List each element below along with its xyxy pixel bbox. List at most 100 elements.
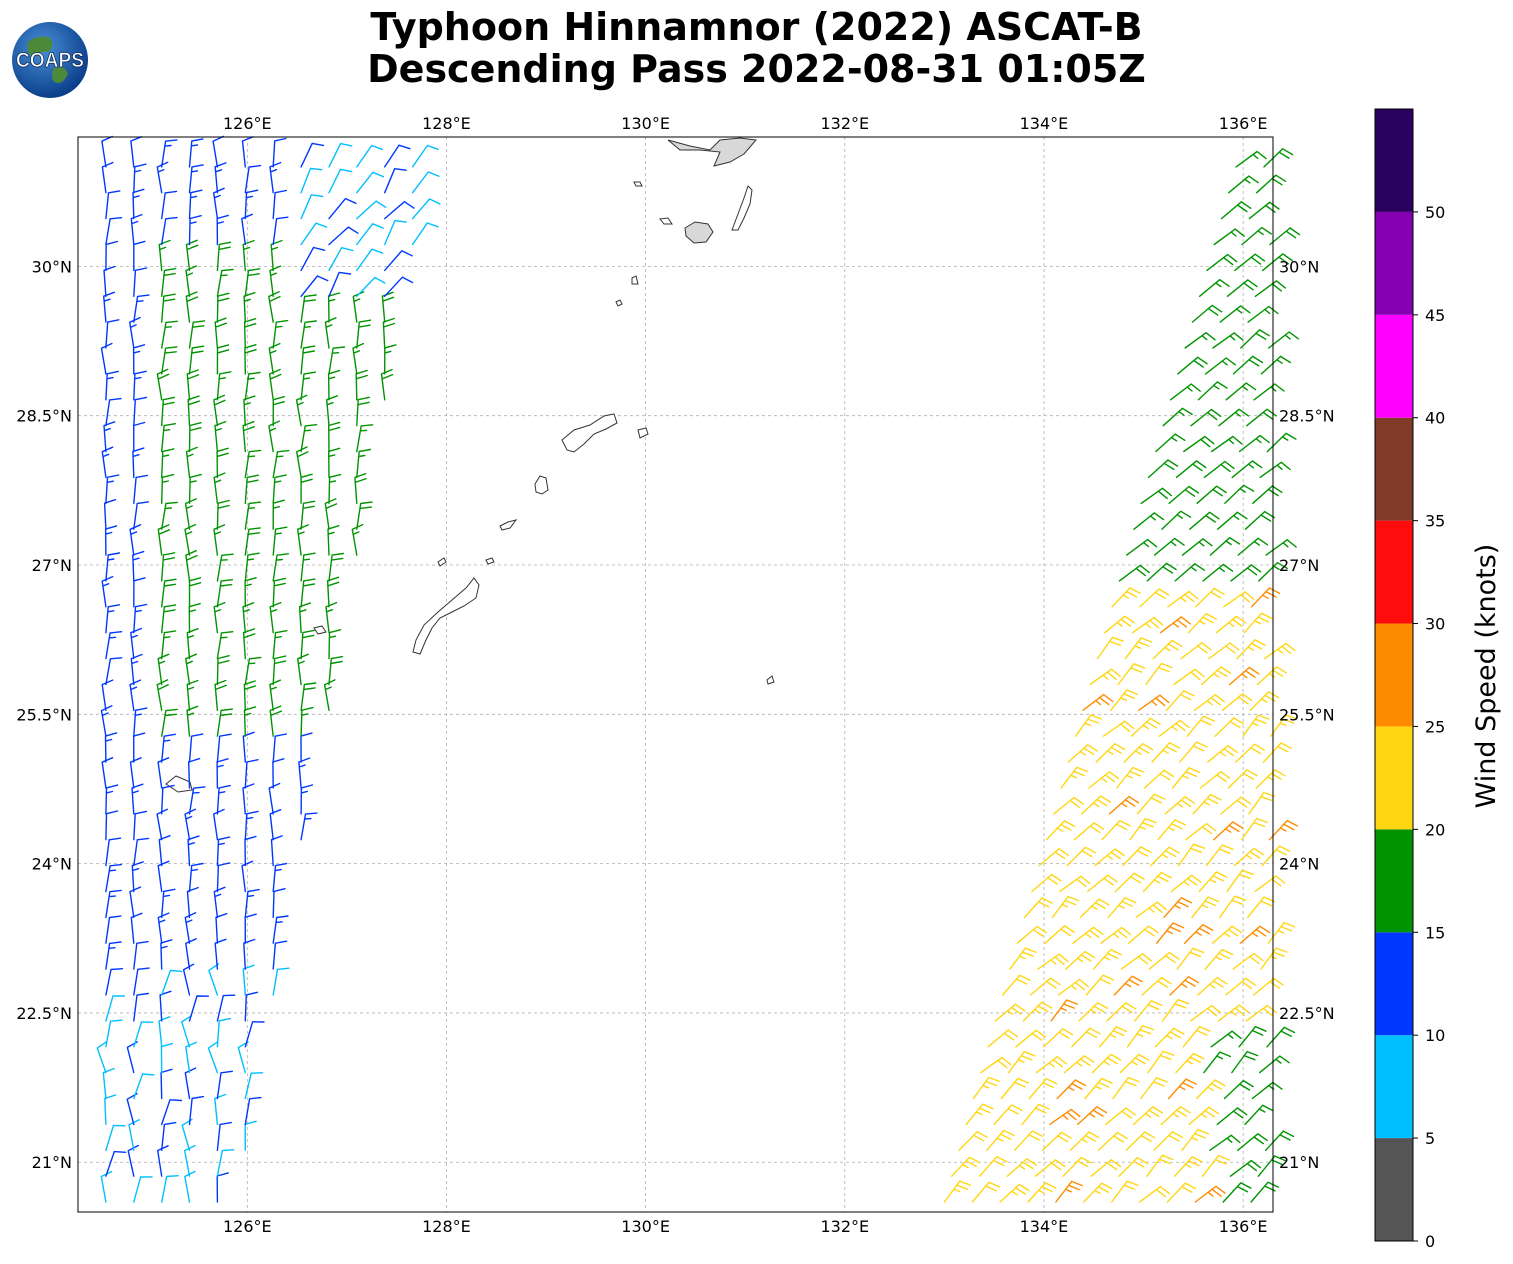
small-island-1 [659,217,673,225]
wind-barb [244,577,257,608]
wind-barb [1146,562,1177,582]
wind-barb [184,1067,197,1100]
wind-barb [214,420,227,453]
wind-barb [132,344,146,375]
wind-barb [1138,694,1170,711]
y-tick-label-right: 28.5°N [1279,407,1335,426]
small-island-9 [615,299,623,307]
wind-barb [1147,1050,1175,1074]
colorbar-bin [1375,726,1413,830]
wind-barb [244,527,261,556]
map-frame [77,136,1274,1213]
wind-barb [1049,1108,1081,1126]
wind-barb [156,368,170,401]
wind-barb [1259,1055,1290,1074]
wind-barb [157,524,171,556]
wind-barb [242,421,255,453]
wind-barb [1254,875,1286,893]
wind-barb [1235,150,1267,168]
wind-barb [156,161,169,194]
colorbar-bin [1375,623,1413,727]
wind-barb [328,247,354,272]
wind-barb [1231,460,1263,479]
wind-barb [1181,1128,1210,1151]
wind-barb [1194,1185,1226,1203]
wind-barb [300,473,313,504]
wind-barb [214,317,227,349]
wind-barb [1219,305,1251,323]
wind-barb [133,163,147,194]
wind-barb [105,889,122,919]
wind-barb [100,342,113,375]
wind-barb [133,1073,155,1100]
wind-barb [328,142,353,168]
wind-barb [1261,845,1291,867]
wind-barb [105,941,122,970]
wind-barb [213,601,226,634]
wind-barb [1264,642,1296,660]
wind-barb [133,1021,154,1048]
wind-barb [384,219,407,246]
wind-barb [184,912,197,944]
wind-barb [384,276,414,297]
wind-barb [216,447,229,479]
wind-barb [161,320,178,349]
wind-barb [1112,1076,1140,1100]
wind-barb [1250,587,1281,608]
wind-barb [1248,791,1276,815]
wind-barb [103,291,116,323]
wind-barb [1206,253,1238,272]
wind-barb [1208,642,1240,660]
wind-barb [188,602,201,634]
wind-barb [156,679,169,711]
wind-barb [1105,1107,1136,1126]
wind-barb [1182,1025,1211,1048]
wind-barb [1073,822,1105,841]
wind-barb [132,550,145,582]
wind-barb [1141,976,1172,996]
small-island-5 [437,557,447,567]
wind-barb [216,708,234,737]
wind-barb [300,142,325,168]
wind-barb [958,1131,988,1151]
wind-barb [161,552,176,582]
wind-barb [157,757,170,789]
wind-barb [133,992,149,1022]
wind-barb [1199,771,1231,789]
wind-barb [268,291,281,323]
wind-barb [101,757,114,789]
wind-barb [1100,926,1132,944]
wind-barb [216,655,230,686]
wind-barb [272,396,285,427]
wind-barb [1088,771,1120,789]
wind-barb [411,144,439,168]
wind-barb [1231,1050,1259,1074]
wind-barb [1015,1029,1047,1048]
wind-barb [272,216,289,246]
wind-barb [272,577,287,608]
wind-barb [1045,820,1076,841]
wind-barb [326,395,339,427]
wind-barb [325,601,338,634]
wind-barb [132,447,145,479]
wind-barb [1034,1159,1066,1177]
wind-barb [214,938,227,970]
wind-barb [105,1150,127,1177]
wind-barb [993,1104,1023,1126]
x-tick-label-top: 132°E [820,114,869,133]
wind-barb [133,603,148,634]
wind-barb [272,655,287,686]
wind-barb [216,862,231,893]
wind-barb [1130,717,1161,737]
wind-barb [1132,1106,1164,1126]
wind-barb [1071,1027,1101,1048]
wind-barb [244,474,260,504]
wind-barb [126,1041,138,1074]
wind-barb [242,602,255,634]
wind-barb [241,213,253,246]
wind-barb [188,995,210,1022]
wind-barb [1159,616,1191,634]
wind-barb [242,239,255,272]
wind-barb [1041,1131,1072,1151]
wind-barb [105,1019,123,1048]
